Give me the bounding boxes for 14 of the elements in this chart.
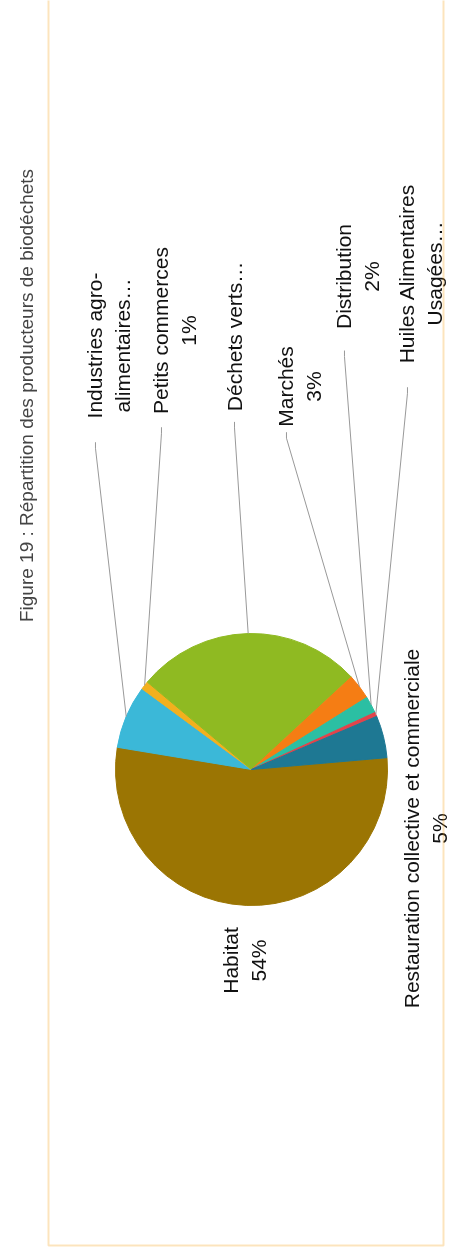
slice-label: Distribution [331,223,355,330]
data-label: 1% [177,315,201,346]
data-label: 2% [360,261,384,292]
slice-label: Habitat [218,927,242,994]
slice-label: Industries agro-alimentaires… [82,272,135,419]
text: Figure 19 : Répartition des producteurs de biodéchets [16,168,37,623]
data-label: 3% [302,371,326,402]
data-label: 5% [428,813,450,844]
slice-label: Restauration collective et commerciale [399,648,423,1009]
data-label: 54% [247,939,271,982]
slice-label: Petits commerces [148,247,172,414]
slice-label: Déchets verts… [223,261,246,412]
slice-label: Marchés [273,346,297,427]
slice-label: Huiles Alimentaires Usagées… [394,184,447,364]
